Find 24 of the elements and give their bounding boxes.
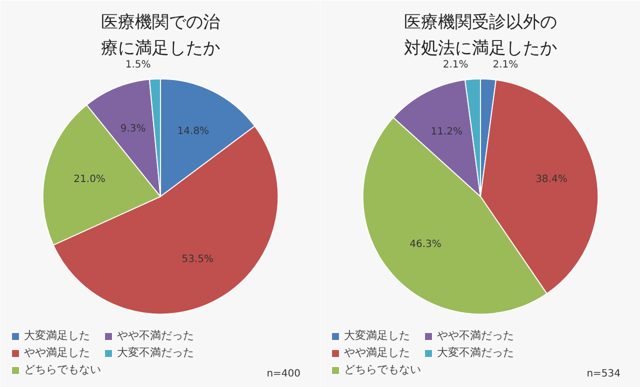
- data-label: 1.5%: [125, 59, 151, 70]
- chart-title: 医療機関での治療に満足したか: [101, 12, 220, 58]
- legend-label: 大変不満だった: [437, 345, 514, 360]
- chart-title: 医療機関受診以外の対処法に満足したか: [404, 12, 557, 58]
- data-label: 46.3%: [410, 238, 442, 250]
- data-label: 9.3%: [120, 123, 146, 134]
- legend-label: どちらでもない: [24, 362, 101, 377]
- data-label: 11.2%: [430, 126, 462, 138]
- legend-label: 大変満足した: [344, 328, 410, 343]
- legend-label: 大変不満だった: [117, 345, 194, 360]
- data-label: 38.4%: [536, 174, 568, 186]
- legend-label: どちらでもない: [344, 362, 421, 377]
- text: n=400: [266, 368, 301, 380]
- legend-label: やや不満だった: [437, 328, 514, 343]
- data-label: 14.8%: [177, 126, 210, 137]
- data-label: 2.1%: [492, 60, 518, 71]
- data-label: 2.1%: [442, 60, 468, 71]
- legend-label: 大変満足した: [24, 328, 90, 343]
- data-label: 53.5%: [182, 254, 214, 265]
- text: n=534: [586, 368, 621, 380]
- legend-label: やや満足した: [344, 345, 410, 360]
- data-label: 21.0%: [74, 174, 106, 186]
- legend-label: やや満足した: [24, 345, 90, 360]
- legend-label: やや不満だった: [117, 328, 194, 343]
